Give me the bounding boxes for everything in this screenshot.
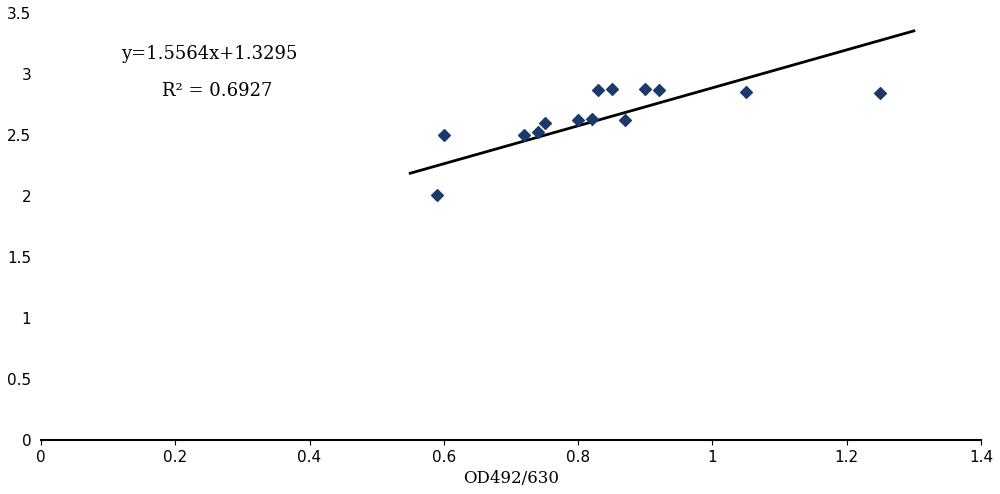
Point: [570, 116, 586, 124]
Point: [651, 86, 667, 94]
Point: [436, 131, 452, 139]
X-axis label: OD492/630: OD492/630: [463, 470, 559, 487]
Point: [872, 89, 888, 97]
Point: [584, 115, 600, 123]
Point: [429, 191, 445, 199]
Point: [604, 84, 620, 92]
Point: [530, 128, 546, 136]
Point: [590, 86, 606, 94]
Point: [516, 131, 532, 139]
Text: R² = 0.6927: R² = 0.6927: [162, 82, 272, 100]
Point: [537, 119, 553, 126]
Point: [617, 116, 633, 124]
Point: [738, 88, 754, 96]
Point: [637, 84, 653, 92]
Text: y=1.5564x+1.3295: y=1.5564x+1.3295: [121, 45, 298, 63]
